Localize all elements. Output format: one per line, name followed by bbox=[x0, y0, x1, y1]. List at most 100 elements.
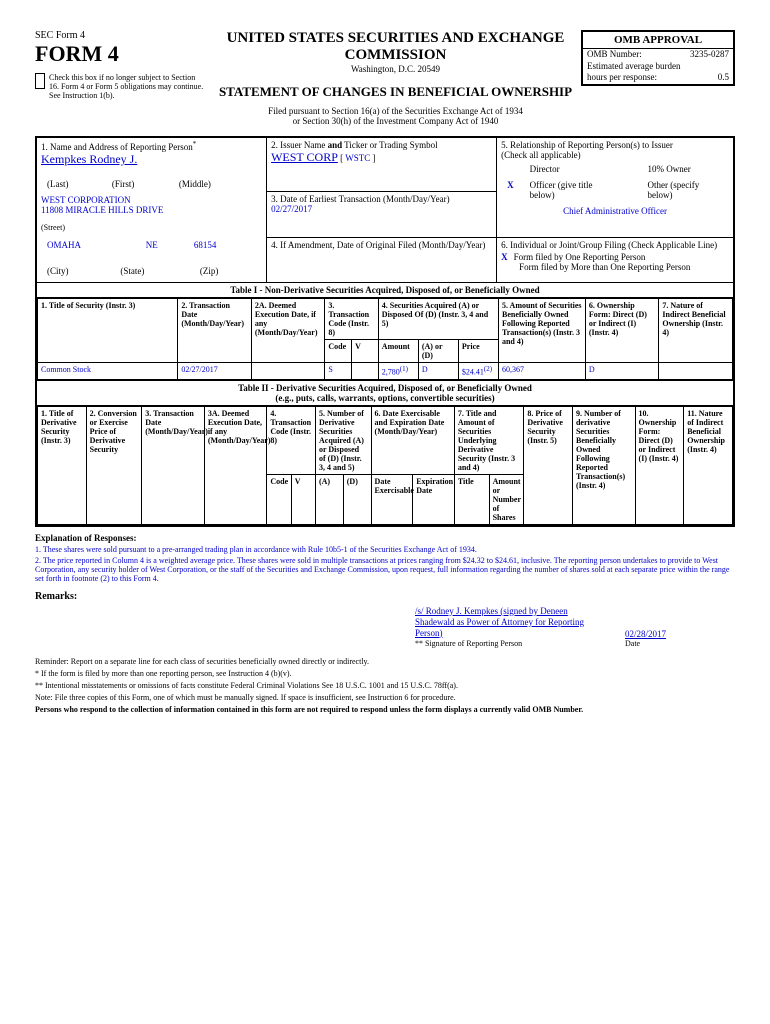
omb-title: OMB APPROVAL bbox=[583, 32, 733, 49]
sig-label: ** Signature of Reporting Person bbox=[415, 639, 595, 648]
zip-value: 68154 bbox=[190, 238, 260, 252]
table2-subtitle: (e.g., puts, calls, warrants, options, c… bbox=[41, 393, 729, 403]
t1-amount: 2,780 bbox=[382, 368, 400, 377]
t2-h9: 9. Number of derivative Securities Benef… bbox=[572, 406, 635, 524]
t1-sub-amount: Amount bbox=[378, 340, 418, 363]
t2-sub-exer: Date Exercisable bbox=[371, 474, 413, 524]
street-address: 11808 MIRACLE HILLS DRIVE bbox=[41, 205, 262, 215]
t2-h5: 5. Number of Derivative Securities Acqui… bbox=[315, 406, 371, 474]
checkbox-note: Check this box if no longer subject to S… bbox=[35, 73, 205, 100]
footer-l2: * If the form is filed by more than one … bbox=[35, 668, 735, 680]
officer-x-mark: X bbox=[507, 180, 520, 190]
issuer-link[interactable]: WEST CORP bbox=[271, 150, 338, 164]
owner10-option: 10% Owner bbox=[644, 162, 727, 176]
t2-h3a: 3A. Deemed Execution Date, if any (Month… bbox=[204, 406, 267, 524]
t1-h4: 4. Securities Acquired (A) or Disposed O… bbox=[378, 299, 498, 340]
t2-h2: 2. Conversion or Exercise Price of Deriv… bbox=[86, 406, 142, 524]
street-label: (Street) bbox=[41, 223, 262, 232]
t2-h4: 4. Transaction Code (Instr. 8) bbox=[267, 406, 316, 474]
earliest-date: 02/27/2017 bbox=[271, 204, 492, 214]
t1-date: 02/27/2017 bbox=[178, 363, 252, 380]
t2-sub-code: Code bbox=[267, 474, 291, 524]
t2-sub-shares: Amount or Number of Shares bbox=[489, 474, 524, 524]
box6-label: 6. Individual or Joint/Group Filing (Che… bbox=[501, 240, 729, 250]
t1-amount-note: (1) bbox=[400, 365, 408, 373]
t2-h11: 11. Nature of Indirect Beneficial Owners… bbox=[684, 406, 733, 524]
t2-sub-exp: Expiration Date bbox=[413, 474, 455, 524]
header-row: SEC Form 4 FORM 4 Check this box if no l… bbox=[35, 30, 735, 126]
explanation-note-2: 2. The price reported in Column 4 is a w… bbox=[35, 556, 735, 583]
signature-date-link[interactable]: 02/28/2017 bbox=[625, 629, 666, 639]
ticker-symbol: WSTC bbox=[345, 153, 370, 163]
footer-l4: Note: File three copies of this Form, on… bbox=[35, 692, 735, 704]
t1-sub-v: V bbox=[352, 340, 379, 363]
omb-number: 3235-0287 bbox=[690, 49, 729, 61]
box4-label: 4. If Amendment, Date of Original Filed … bbox=[271, 240, 492, 250]
t1-sub-price: Price bbox=[458, 340, 498, 363]
footer-notes: Reminder: Report on a separate line for … bbox=[35, 656, 735, 716]
signature-block: /s/ Rodney J. Kempkes (signed by Deneen … bbox=[415, 606, 735, 648]
zip-label: (Zip) bbox=[196, 264, 260, 278]
t1-sub-code: Code bbox=[325, 340, 352, 363]
pursuant-line2: or Section 30(h) of the Investment Compa… bbox=[210, 116, 581, 126]
officer-option: Officer (give title below) bbox=[526, 178, 620, 202]
table1-row: Common Stock 02/27/2017 S 2,780(1) D $24… bbox=[38, 363, 733, 380]
t1-h2a: 2A. Deemed Execution Date, if any (Month… bbox=[251, 299, 325, 363]
t1-price: $24.41 bbox=[462, 368, 484, 377]
commission-subtitle: Washington, D.C. 20549 bbox=[210, 64, 581, 74]
city-label: (City) bbox=[43, 264, 114, 278]
footer-l5: Persons who respond to the collection of… bbox=[35, 704, 735, 716]
pursuant-line1: Filed pursuant to Section 16(a) of the S… bbox=[210, 106, 581, 116]
omb-hours: 0.5 bbox=[718, 72, 729, 84]
footer-l1: Reminder: Report on a separate line for … bbox=[35, 656, 735, 668]
t1-h2: 2. Transaction Date (Month/Day/Year) bbox=[178, 299, 252, 363]
state-value: NE bbox=[142, 238, 188, 252]
t1-h6: 6. Ownership Form: Direct (D) or Indirec… bbox=[585, 299, 659, 363]
one-person-x-mark: X bbox=[501, 252, 514, 262]
city-value: OMAHA bbox=[43, 238, 140, 252]
box2-label: 2. Issuer Name and Ticker or Trading Sym… bbox=[271, 140, 492, 150]
sec-form-label: SEC Form 4 bbox=[35, 30, 210, 41]
date-label: Date bbox=[625, 639, 640, 648]
other-option: Other (specify below) bbox=[644, 178, 727, 202]
checkbox-text: Check this box if no longer subject to S… bbox=[49, 73, 205, 100]
explanation-title: Explanation of Responses: bbox=[35, 533, 735, 543]
state-label: (State) bbox=[116, 264, 193, 278]
table1-title: Table I - Non-Derivative Securities Acqu… bbox=[36, 283, 734, 298]
t2-sub-d: (D) bbox=[343, 474, 371, 524]
statement-title: STATEMENT OF CHANGES IN BENEFICIAL OWNER… bbox=[210, 84, 581, 100]
t2-h8: 8. Price of Derivative Security (Instr. … bbox=[524, 406, 573, 524]
director-option: Director bbox=[526, 162, 620, 176]
omb-burden-label: Estimated average burden bbox=[587, 61, 680, 73]
t1-code: S bbox=[325, 363, 352, 380]
info-boxes-table: 1. Name and Address of Reporting Person*… bbox=[35, 136, 735, 527]
t2-sub-v: V bbox=[291, 474, 315, 524]
box5-label: 5. Relationship of Reporting Person(s) t… bbox=[501, 140, 729, 150]
company-name: WEST CORPORATION bbox=[41, 195, 262, 205]
table1: 1. Title of Security (Instr. 3) 2. Trans… bbox=[37, 298, 733, 380]
t1-price-note: (2) bbox=[484, 365, 492, 373]
t2-sub-title: Title bbox=[454, 474, 489, 524]
omb-approval-box: OMB APPROVAL OMB Number:3235-0287 Estima… bbox=[581, 30, 735, 86]
form-number: FORM 4 bbox=[35, 41, 210, 67]
t1-sub-ad: (A) or (D) bbox=[418, 340, 458, 363]
table2-header: Table II - Derivative Securities Acquire… bbox=[36, 380, 734, 405]
t1-h7: 7. Nature of Indirect Beneficial Ownersh… bbox=[659, 299, 733, 363]
section16-checkbox[interactable] bbox=[35, 73, 45, 89]
reporting-person-link[interactable]: Kempkes Rodney J. bbox=[41, 152, 137, 166]
t1-ad: D bbox=[418, 363, 458, 380]
table2-title: Table II - Derivative Securities Acquire… bbox=[41, 383, 729, 393]
box6-opt1: Form filed by One Reporting Person bbox=[514, 252, 646, 262]
t2-sub-a: (A) bbox=[315, 474, 343, 524]
table2: 1. Title of Derivative Security (Instr. … bbox=[37, 406, 733, 525]
first-label: (First) bbox=[108, 177, 173, 191]
t1-h3: 3. Transaction Code (Instr. 8) bbox=[325, 299, 378, 340]
signature-link[interactable]: /s/ Rodney J. Kempkes (signed by Deneen … bbox=[415, 606, 584, 638]
explanation-note-1: 1. These shares were sold pursuant to a … bbox=[35, 545, 735, 554]
officer-title: Chief Administrative Officer bbox=[501, 206, 729, 216]
commission-title: UNITED STATES SECURITIES AND EXCHANGE CO… bbox=[210, 30, 581, 64]
last-label: (Last) bbox=[43, 177, 106, 191]
box1-label: 1. Name and Address of Reporting Person* bbox=[41, 140, 262, 152]
omb-hours-label: hours per response: bbox=[587, 72, 657, 84]
explanation-block: Explanation of Responses: 1. These share… bbox=[35, 533, 735, 583]
